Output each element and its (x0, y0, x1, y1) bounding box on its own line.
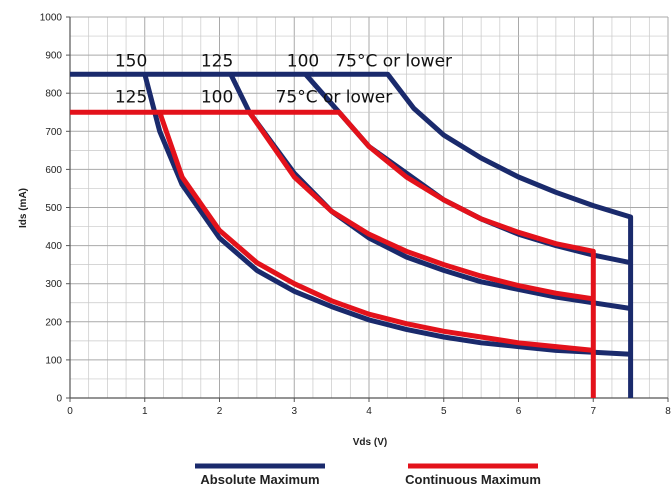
annotation-label: 75°C or lower (335, 52, 452, 72)
annotations: 150 125 100 75°C or lower 125 100 75°C or lowe… (115, 52, 452, 108)
series-lines (70, 71, 634, 398)
annotation-label: 150 (115, 52, 147, 72)
y-tick-label: 200 (45, 317, 62, 328)
series-line-absolute-0 (142, 73, 631, 357)
annotation-label: 100 (201, 88, 233, 108)
legend: Absolute Maximum Continuous Maximum (195, 463, 541, 487)
annotation-label: 75°C or lower (276, 88, 393, 108)
x-tick-label: 8 (665, 406, 671, 417)
y-tick-label: 700 (45, 127, 62, 138)
y-tick-label: 0 (56, 394, 62, 405)
y-tick-label: 400 (45, 241, 62, 252)
series-line-continuous-4 (157, 111, 594, 353)
x-tick-label: 0 (67, 406, 73, 417)
legend-label-continuous: Continuous Maximum (405, 472, 541, 487)
y-axis-title: Ids (mA) (18, 188, 29, 228)
annotation-label: 100 (287, 52, 319, 72)
legend-label-absolute: Absolute Maximum (200, 472, 319, 487)
y-tick-label: 300 (45, 279, 62, 290)
x-tick-label: 4 (366, 406, 372, 417)
series-line-continuous-6 (70, 109, 596, 398)
x-tick-label: 6 (516, 406, 522, 417)
x-tick-label: 3 (291, 406, 297, 417)
annotation-label: 125 (115, 88, 147, 108)
y-tick-labels: 0 100 200 300 400 500 600 700 800 900 1000 (40, 13, 70, 405)
x-tick-label: 2 (217, 406, 223, 417)
y-tick-label: 500 (45, 203, 62, 214)
x-tick-label: 7 (590, 406, 596, 417)
x-tick-labels: 0 1 2 3 4 5 6 7 8 (67, 398, 671, 417)
y-tick-label: 600 (45, 165, 62, 176)
y-tick-label: 100 (45, 355, 62, 366)
series-line-continuous-5 (247, 110, 594, 302)
x-tick-label: 5 (441, 406, 447, 417)
y-tick-label: 800 (45, 89, 62, 100)
annotation-label: 125 (201, 52, 233, 72)
y-tick-label: 1000 (40, 13, 63, 24)
x-axis-title: Vds (V) (353, 437, 387, 448)
y-tick-label: 900 (45, 51, 62, 62)
series-line-absolute-3 (70, 71, 634, 398)
x-tick-label: 1 (142, 406, 148, 417)
